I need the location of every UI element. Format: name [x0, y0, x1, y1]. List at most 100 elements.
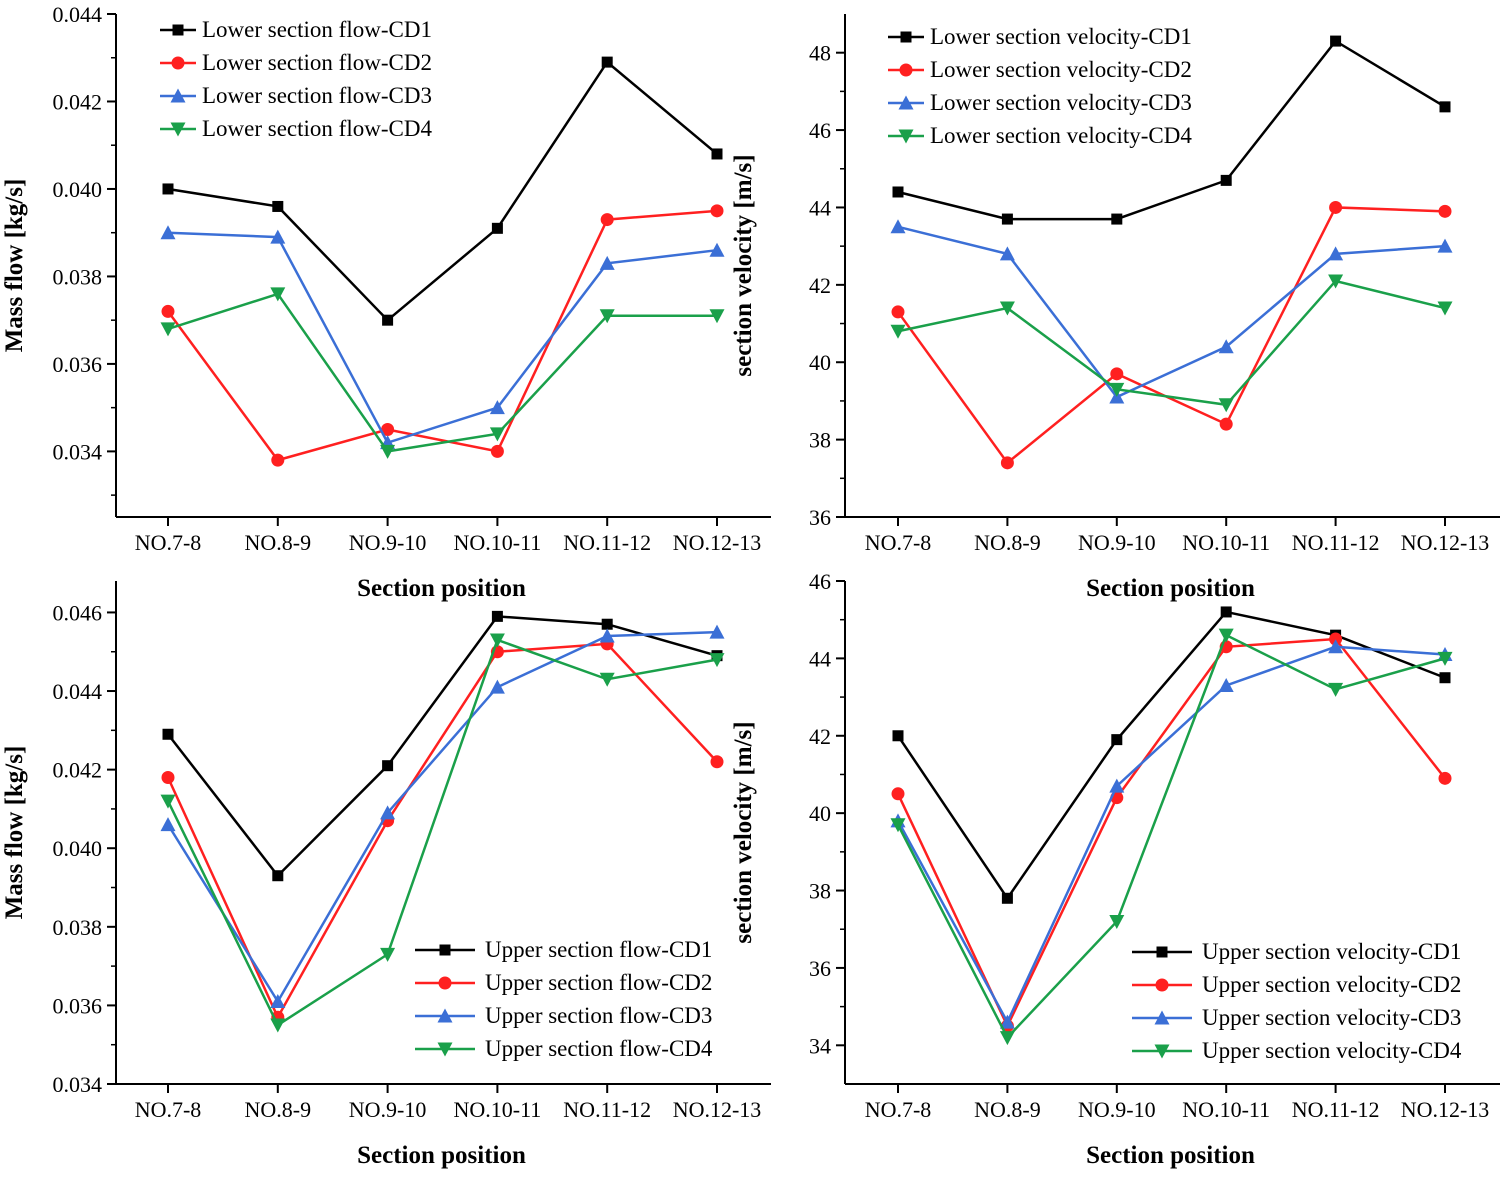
x-tick-label: NO.7-8	[135, 530, 202, 555]
legend-label: Lower section flow-CD2	[202, 50, 432, 75]
data-point	[489, 400, 505, 415]
legend-label: Upper section flow-CD3	[485, 1003, 712, 1028]
x-tick-label: NO.12-13	[1401, 530, 1490, 555]
series-1	[892, 35, 1451, 225]
series-line	[897, 39, 1446, 221]
x-tick-label: NO.10-11	[454, 530, 542, 555]
data-point	[162, 728, 174, 740]
series-line	[166, 638, 718, 1027]
legend: Upper section velocity-CD1 Upper section …	[1132, 939, 1462, 1063]
legend-marker	[898, 129, 914, 144]
series-line	[896, 645, 1446, 1025]
data-point	[1220, 606, 1232, 618]
data-point	[892, 186, 904, 198]
data-point	[1001, 892, 1013, 904]
legend-marker	[1154, 1044, 1170, 1059]
data-point	[1438, 771, 1452, 785]
data-point	[380, 444, 396, 459]
series-line	[166, 209, 718, 462]
legend-label: Lower section flow-CD4	[202, 116, 432, 141]
series-1	[892, 606, 1451, 904]
series-4	[160, 633, 725, 1033]
legend-label: Upper section velocity-CD4	[1202, 1038, 1462, 1063]
y-tick-label: 0.044	[53, 679, 103, 704]
y-tick-label: 40	[809, 350, 831, 375]
y-tick-label: 44	[809, 195, 831, 220]
data-point	[999, 246, 1015, 261]
y-tick-label: 0.038	[53, 915, 103, 940]
series-line	[167, 615, 718, 878]
y-tick-label: 36	[809, 956, 831, 981]
data-point	[1438, 204, 1452, 218]
y-tick-label: 0.042	[53, 89, 103, 114]
y-tick-label: 38	[809, 428, 831, 453]
data-point	[1437, 651, 1453, 666]
series-line	[896, 610, 1446, 901]
data-point	[270, 287, 286, 302]
data-point	[601, 618, 613, 630]
series-line	[896, 633, 1446, 1040]
legend-marker	[437, 1042, 453, 1057]
data-point	[489, 633, 505, 648]
data-point	[1328, 246, 1344, 261]
legend: Upper section flow-CD1 Upper section flow…	[415, 937, 713, 1061]
legend-marker	[1154, 1010, 1170, 1025]
series-line	[167, 292, 717, 453]
legend-label: Lower section flow-CD3	[202, 83, 432, 108]
data-point	[491, 610, 503, 622]
data-point	[999, 1014, 1015, 1029]
data-point	[489, 679, 505, 694]
data-point	[1220, 174, 1232, 186]
series-line	[166, 642, 718, 1020]
data-point	[270, 1018, 286, 1033]
series-1	[162, 56, 723, 326]
data-point	[161, 304, 175, 318]
x-tick-label: NO.9-10	[349, 1097, 427, 1122]
y-tick-label: 46	[809, 118, 831, 143]
y-tick-label: 0.036	[53, 993, 103, 1018]
x-tick-label: NO.12-13	[673, 1097, 762, 1122]
data-point	[162, 183, 174, 195]
data-point	[1111, 213, 1123, 225]
legend: Lower section velocity-CD1 Lower section …	[888, 24, 1192, 148]
data-point	[890, 219, 906, 234]
x-axis-title: Section position	[1086, 575, 1255, 602]
legend-marker	[899, 63, 913, 77]
legend-label: Lower section flow-CD1	[202, 17, 432, 42]
y-tick-label: 34	[809, 1033, 831, 1058]
x-tick-label: NO.11-12	[563, 1097, 651, 1122]
data-point	[382, 314, 394, 326]
chart-lower-velocity: 36 38 40 42 44 46 48 NO.7-8 NO.8-9 NO.9-10 NO.10-1…	[730, 14, 1500, 602]
chart-upper-velocity: 34 36 38 40 42 44 46 NO.7-8 NO.8-9 NO.9-10 NO.10-1…	[730, 569, 1500, 1169]
data-point	[710, 755, 724, 769]
y-tick-label: 0.044	[53, 2, 103, 27]
series-3	[160, 624, 725, 1008]
y-tick-label: 0.036	[53, 352, 103, 377]
data-point	[891, 787, 905, 801]
data-point	[272, 200, 284, 212]
chart-lower-flow: 0.034 0.036 0.038 0.040 0.042 0.044 NO.7-8 NO.8…	[1, 2, 771, 602]
data-point	[711, 148, 723, 160]
data-point	[999, 1031, 1015, 1046]
x-tick-label: NO.7-8	[865, 530, 932, 555]
data-point	[709, 624, 725, 639]
y-tick-label: 0.034	[53, 439, 103, 464]
x-tick-label: NO.8-9	[974, 530, 1041, 555]
x-tick-label: NO.8-9	[244, 530, 311, 555]
series-2	[161, 204, 724, 467]
data-point	[491, 222, 503, 234]
series-2	[891, 200, 1452, 470]
data-point	[709, 242, 725, 257]
data-point	[381, 423, 395, 437]
data-point	[160, 322, 176, 337]
data-point	[1219, 417, 1233, 431]
series-4	[890, 628, 1453, 1046]
y-tick-label: 0.040	[53, 836, 103, 861]
data-point	[271, 453, 285, 467]
legend-marker	[1156, 946, 1168, 958]
legend-label: Lower section velocity-CD4	[930, 123, 1192, 148]
data-point	[892, 730, 904, 742]
x-tick-label: NO.10-11	[1182, 530, 1270, 555]
x-tick-label: NO.9-10	[1078, 530, 1156, 555]
